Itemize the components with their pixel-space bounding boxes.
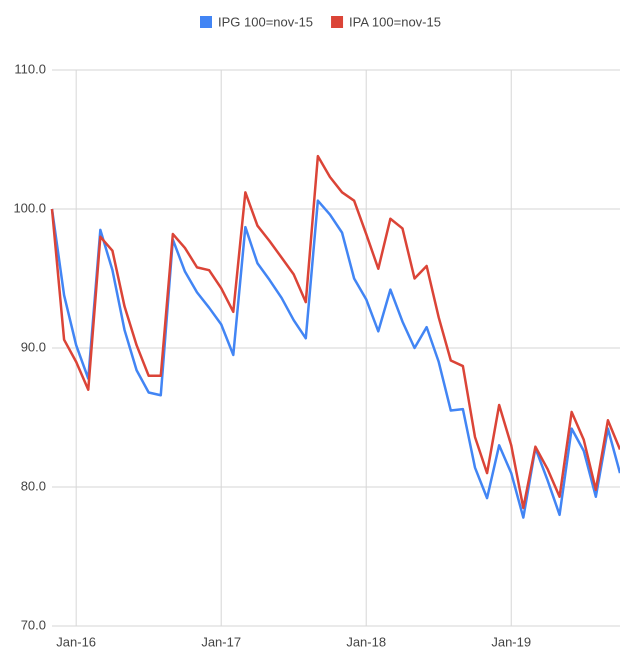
series-line [50,154,620,510]
y-tick-label: 100.0 [13,200,46,215]
legend-label: IPG 100=nov-15 [218,14,313,29]
legend-swatch [331,16,344,28]
x-tick-label: Jan-19 [491,634,531,649]
legend-swatch [200,16,212,28]
y-tick-label: 110.0 [14,61,46,76]
x-tick-label: Jan-16 [56,634,96,649]
y-tick-label: 90.0 [21,339,46,354]
series-line [50,199,620,519]
legend-label: IPA 100=nov-15 [349,14,441,29]
y-tick-label: 70.0 [21,617,46,632]
x-tick-label: Jan-17 [201,634,241,649]
y-tick-label: 80.0 [21,478,46,493]
x-tick-label: Jan-18 [346,634,386,649]
